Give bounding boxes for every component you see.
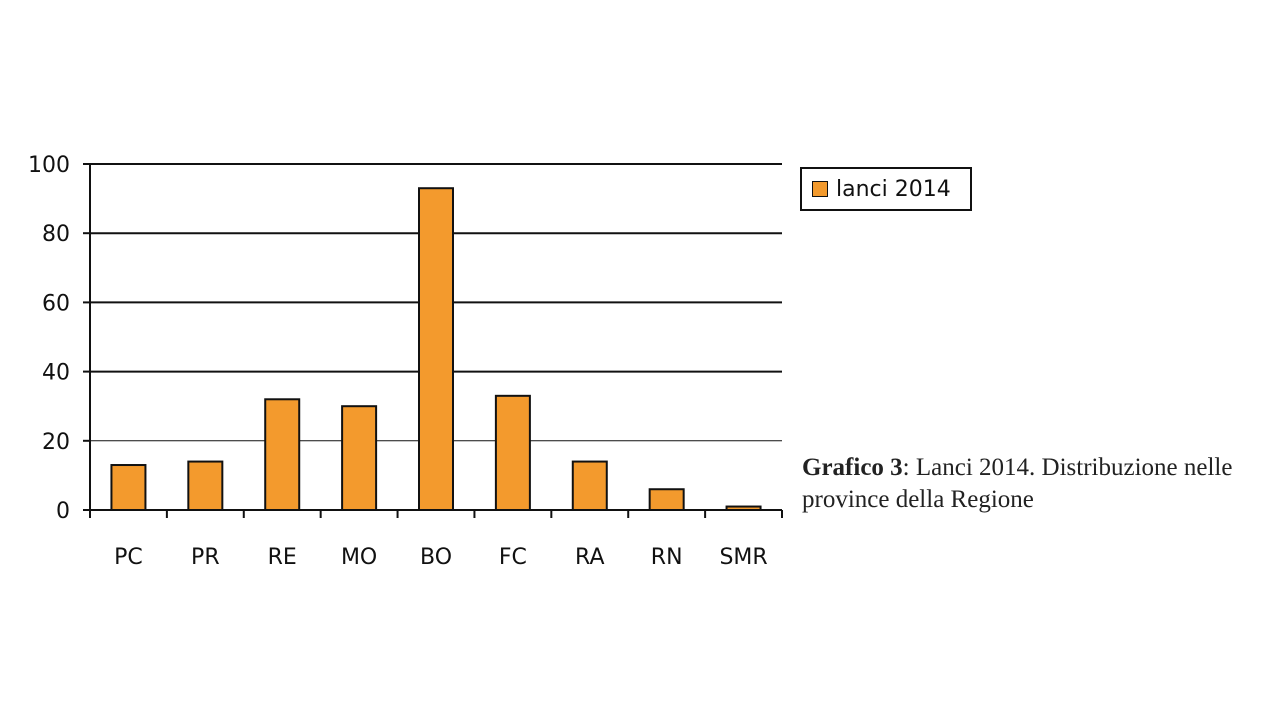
caption-label: Grafico 3	[802, 454, 903, 481]
bar-mo	[341, 405, 378, 512]
x-tick-label: FC	[499, 545, 527, 570]
bar-pr	[187, 460, 224, 511]
legend-label: lanci 2014	[836, 176, 951, 202]
axes	[83, 163, 783, 518]
bars	[110, 187, 762, 512]
legend-swatch	[812, 181, 828, 197]
bar-re	[264, 398, 301, 511]
y-tick-label: 40	[42, 361, 70, 386]
y-tick-label: 0	[56, 499, 70, 524]
y-tick-label: 80	[42, 222, 70, 247]
bar-bo	[418, 187, 454, 511]
x-tick-label: RE	[268, 545, 297, 570]
x-tick-label: PR	[191, 545, 220, 570]
legend: lanci 2014	[800, 167, 972, 211]
figure-caption: Grafico 3: Lanci 2014. Distribuzione nel…	[802, 452, 1272, 516]
x-tick-label: RN	[651, 545, 683, 570]
y-tick-label: 60	[42, 291, 70, 316]
bar-fc	[494, 394, 531, 512]
bar-pc	[110, 464, 147, 511]
bar-ra	[571, 460, 608, 511]
bar-rn	[648, 488, 685, 511]
x-tick-label: RA	[575, 545, 604, 570]
x-tick-label: PC	[114, 545, 143, 570]
caption-text: : Lanci 2014. Distribuzione nelle provin…	[802, 454, 1233, 513]
x-tick-label: BO	[420, 545, 452, 570]
y-tick-label: 100	[28, 153, 70, 178]
x-tick-label: MO	[341, 545, 377, 570]
x-tick-label: SMR	[719, 545, 767, 570]
tick-labels: 0 20 40 60 80 100 PC PR RE MO BO FC RA RN SMR	[28, 153, 768, 570]
y-tick-label: 20	[42, 430, 70, 455]
